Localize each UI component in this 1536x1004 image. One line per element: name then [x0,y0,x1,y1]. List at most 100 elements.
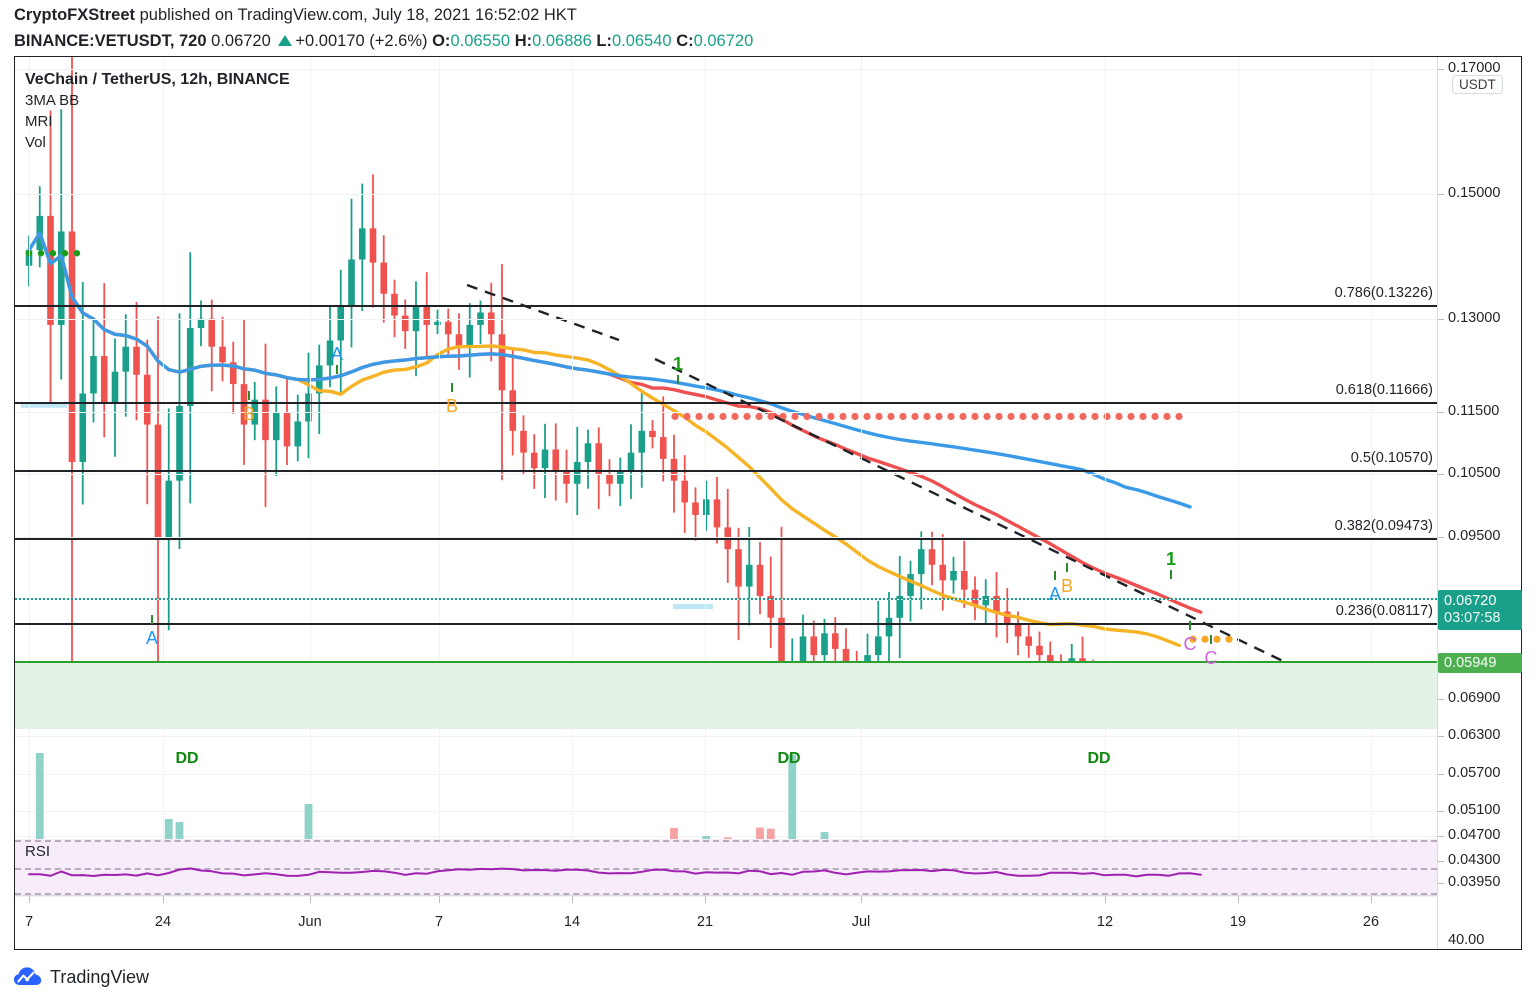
legend-title: VeChain / TetherUS, 12h, BINANCE [25,71,290,88]
gridline-v [1105,57,1106,895]
price-tick-label: 0.03950 [1448,873,1501,890]
gridline-v [572,57,573,895]
time-tick [861,896,862,903]
rsi-lower-dash [15,893,1437,895]
chart-frame[interactable]: 0.786(0.13226) 0.618(0.11666) 0.5(0.10570)… [14,56,1522,950]
publisher-name: CryptoFXStreet [14,6,136,24]
gridline-h [15,773,1437,775]
chart-legend[interactable]: VeChain / TetherUS, 12h, BINANCE 3MA BB … [25,69,290,153]
price-tick-label: 0.04300 [1448,851,1501,868]
time-tick [1238,896,1239,903]
publisher-line: CryptoFXStreet published on TradingView.… [14,6,577,25]
gridline-v [163,57,164,895]
open-key: O: [432,32,451,50]
gridline-h [15,810,1437,812]
time-tick-label: 26 [1362,914,1380,930]
marker-tick [1054,571,1056,580]
fib-level-line [15,622,1437,625]
gridline-v [1238,57,1239,895]
time-tick [163,896,164,903]
support-zone [15,661,1437,729]
marker-tick [1170,570,1172,579]
chart-marker-b: B [242,404,256,424]
time-tick-label: Jun [298,914,322,930]
current-price-dotted-line [15,598,1437,600]
time-axis[interactable]: 7 24 Jun 7 14 21 Jul 12 19 26 [15,895,1437,949]
price-tick-label: 0.06900 [1448,689,1501,706]
last-price: 0.06720 [211,32,271,50]
gridline-h [15,69,1437,71]
chart-plot-area[interactable]: 0.786(0.13226) 0.618(0.11666) 0.5(0.10570)… [15,57,1437,949]
low-value: 0.06540 [611,32,672,50]
fib-level-label: 0.5(0.10570) [1350,450,1433,467]
price-tick [1438,882,1444,884]
time-tick [572,896,573,903]
tradingview-footer[interactable]: TradingView [14,960,314,994]
support-price-badge: 0.05949 [1438,653,1522,673]
price-tick-label: 0.17000 [1448,60,1501,77]
time-tick-label: 7 [24,914,34,930]
marker-tick [1066,563,1068,572]
legend-indicator-mri[interactable]: MRI [25,113,53,130]
price-tick [1438,835,1444,837]
marker-tick [1189,621,1191,630]
price-tick-label: 0.15000 [1448,185,1501,202]
time-tick-label: 7 [434,914,444,930]
price-tick-label: 0.05700 [1448,764,1501,781]
chart-marker-b: B [445,396,459,416]
price-tick [1438,69,1444,71]
price-tick [1438,474,1444,476]
legend-indicator-vol[interactable]: Vol [25,134,46,151]
fib-level-label: 0.382(0.09473) [1334,518,1433,535]
gridline-h [15,474,1437,476]
change-abs: +0.00170 [295,32,365,50]
chart-header: CryptoFXStreet published on TradingView.… [0,0,1536,56]
legend-indicator-3mabb[interactable]: 3MA BB [25,92,80,109]
price-tick [1438,536,1444,538]
marker-tick [151,615,153,624]
symbol-label: BINANCE:VETUSDT, 720 [14,32,207,50]
price-tick-label: 0.09500 [1448,527,1501,544]
chart-marker-a: A [1048,584,1062,604]
rsi-line-svg [28,867,1202,878]
time-tick-label: 24 [154,914,172,930]
gridline-h [15,194,1437,196]
time-tick [705,896,706,903]
rsi-pane: RSI [15,839,1437,897]
price-tick [1438,773,1444,775]
marker-tick [248,391,250,400]
close-value: 0.06720 [693,32,754,50]
price-tick [1438,318,1444,320]
up-triangle-icon [278,35,293,46]
current-price-badge: 0.06720 03:07:58 [1438,590,1522,630]
high-key: H: [514,32,533,50]
chart-marker-a: A [330,344,344,364]
marker-tick [677,375,679,384]
time-tick [439,896,440,903]
time-tick-label: 12 [1096,914,1114,930]
price-tick [1438,810,1444,812]
chart-marker-c: C [1204,648,1218,668]
time-tick-label: 19 [1229,914,1247,930]
price-tick-label: 0.06300 [1448,727,1501,744]
tradingview-brand: TradingView [50,966,150,987]
price-axis[interactable]: USDT 0.17000 0.15000 0.13000 0.11500 0.10500… [1437,57,1522,949]
close-key: C: [676,32,694,50]
change-pct: (+2.6%) [369,32,428,50]
price-unit-chip: USDT [1452,75,1503,94]
open-value: 0.06550 [450,32,511,50]
fib-level-label: 0.236(0.08117) [1335,602,1433,619]
time-tick [310,896,311,903]
gridline-v [29,57,30,895]
price-tick-label: 0.11500 [1448,403,1500,420]
high-value: 0.06886 [532,32,592,50]
low-key: L: [596,32,612,50]
gridline-v [861,57,862,895]
published-text: published on TradingView.com, July 18, 2… [135,6,577,24]
marker-tick [1210,635,1212,644]
rsi-axis-value: 40.00 [1448,932,1485,948]
chart-marker-a: A [145,628,159,648]
chart-marker-1: 1 [1165,549,1177,569]
chart-marker-b: B [1060,576,1074,596]
fib-level-line [15,538,1437,541]
